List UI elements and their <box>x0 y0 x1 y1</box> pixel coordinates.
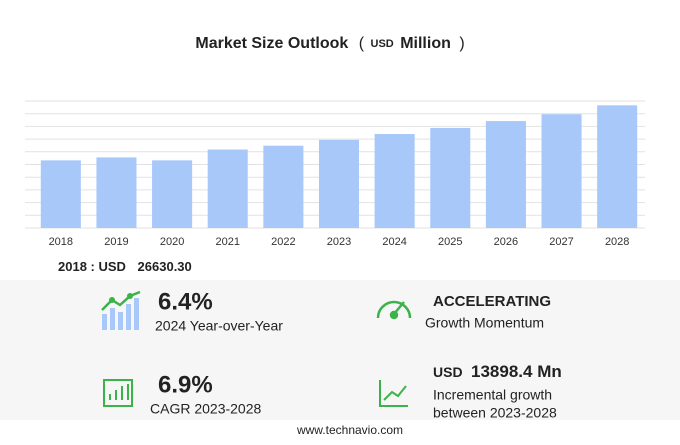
footer: www.technavio.com <box>296 423 403 437</box>
x-tick-label: 2018 <box>49 236 73 248</box>
stats-panel <box>0 280 680 420</box>
x-tick-label: 2020 <box>160 236 184 248</box>
stat-label: between 2023-2028 <box>433 405 557 421</box>
momentum-icon <box>376 300 412 320</box>
stat-label: CAGR 2023-2028 <box>150 401 262 417</box>
x-tick-label: 2028 <box>605 236 629 248</box>
cagr-icon <box>103 379 133 407</box>
bar <box>263 145 304 228</box>
bar <box>430 127 471 228</box>
x-tick-label: 2024 <box>382 236 406 248</box>
bar <box>374 134 415 228</box>
x-tick-label: 2022 <box>271 236 295 248</box>
x-tick-label: 2019 <box>104 236 128 248</box>
bar <box>597 105 638 228</box>
yoy-icon <box>101 290 141 330</box>
title-paren: ( <box>359 35 365 52</box>
bar <box>541 114 582 228</box>
base-year: 2018 : USD 26630.30 <box>58 259 192 274</box>
stat-value: 6.4% <box>158 288 213 315</box>
x-tick-label: 2027 <box>549 236 573 248</box>
x-tick-label: 2026 <box>494 236 518 248</box>
stat-label: Incremental growth <box>433 387 552 403</box>
stat-value: ACCELERATING <box>433 293 551 310</box>
stat-value: 6.9% <box>158 371 213 398</box>
bar <box>207 149 248 228</box>
incremental-icon <box>379 380 408 407</box>
bar <box>152 160 193 228</box>
title-currency: USD <box>371 38 394 50</box>
x-tick-label: 2025 <box>438 236 462 248</box>
title-text: Market Size Outlook <box>195 35 348 52</box>
x-tick-label: 2023 <box>327 236 351 248</box>
chart-title: Market Size Outlook ( USD Million ) <box>195 35 464 52</box>
title-unit: Million <box>400 35 451 52</box>
plot: 2018 2019 2020 2021 2022 2023 2024 2025 2026 2027… <box>25 100 645 248</box>
bar <box>40 160 81 228</box>
stat-currency: USD <box>433 364 463 380</box>
x-tick-label: 2021 <box>215 236 239 248</box>
bar <box>318 139 360 228</box>
bar <box>485 121 526 228</box>
base-label: 2018 : USD <box>58 259 126 274</box>
title-paren: ) <box>459 35 464 52</box>
bar <box>96 157 137 228</box>
stat-label: 2024 Year-over-Year <box>155 318 283 334</box>
base-value: 26630.30 <box>138 259 192 274</box>
stat-number: 13898.4 Mn <box>471 362 562 381</box>
stat-label: Growth Momentum <box>425 315 544 331</box>
stat-value: USD 13898.4 Mn <box>433 362 562 381</box>
